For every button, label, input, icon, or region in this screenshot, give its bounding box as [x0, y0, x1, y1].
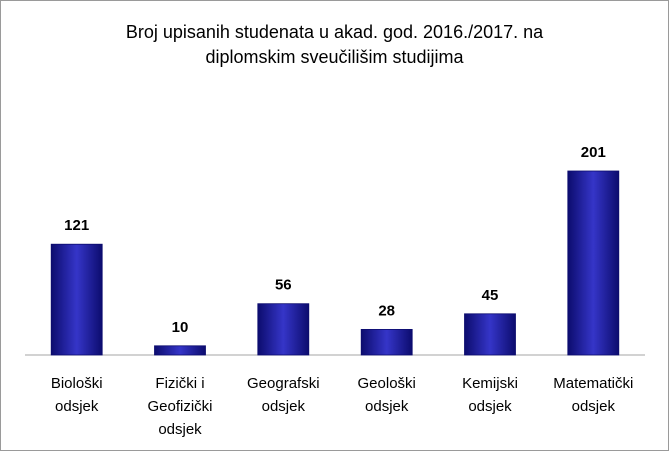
bar: [567, 170, 620, 356]
data-label: 45: [482, 287, 499, 304]
data-label: 56: [275, 277, 292, 294]
bar: [50, 243, 103, 356]
category-label: Kemijski odsjek: [462, 375, 518, 415]
chart-title-line-2: diplomskim sveučilišim studijima: [205, 47, 464, 67]
category-label-line: Geološki: [358, 375, 416, 392]
category-label: Biološki odsjek: [51, 375, 103, 415]
chart-title: Broj upisanih studenata u akad. god. 201…: [0, 20, 669, 70]
data-label: 28: [378, 302, 395, 319]
category-label-line: Kemijski: [462, 375, 518, 392]
category-label: Geološki odsjek: [358, 375, 416, 415]
category-label-line: odsjek: [468, 398, 512, 415]
data-label: 201: [581, 144, 606, 161]
category-label-line: odsjek: [262, 398, 306, 415]
category-label-line: odsjek: [158, 421, 202, 438]
bar: [464, 313, 516, 356]
chart-title-line-1: Broj upisanih studenata u akad. god. 201…: [125, 22, 544, 42]
category-label-line: Biološki: [51, 375, 103, 392]
category-label-line: odsjek: [55, 398, 99, 415]
bar: [257, 303, 310, 356]
category-label: Fizički i Geofizički odsjek: [147, 375, 212, 438]
data-label: 121: [64, 217, 89, 234]
category-label-line: Fizički i: [155, 375, 204, 392]
category-label-line: Geofizički: [147, 398, 212, 415]
category-label-line: odsjek: [572, 398, 616, 415]
category-label: Matematički odsjek: [553, 375, 633, 415]
category-label: Geografski odsjek: [247, 375, 320, 415]
category-label-line: Geografski: [247, 375, 320, 392]
data-label: 10: [172, 319, 189, 336]
category-label-line: Matematički: [553, 375, 633, 392]
bar: [154, 345, 206, 356]
category-label-line: odsjek: [365, 398, 409, 415]
bar: [360, 328, 413, 356]
